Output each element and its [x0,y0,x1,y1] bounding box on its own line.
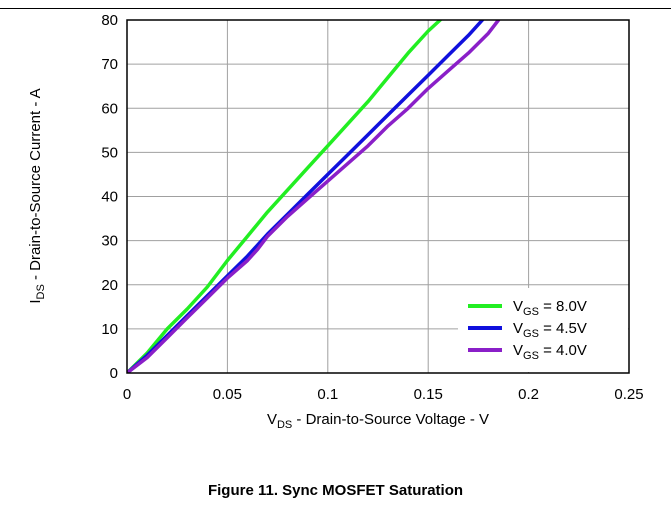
legend-label: VGS = 4.5V [513,320,587,340]
legend-entry-vgs-4v: VGS = 4.0V [468,342,587,362]
series-layer [127,20,501,373]
top-rule [0,8,671,9]
x-tick-label: 0.25 [614,386,643,403]
y-tick-label: 70 [101,56,118,73]
y-tick-label: 30 [101,233,118,250]
legend-entry-vgs-4p5v: VGS = 4.5V [468,320,587,340]
plot-frame [126,19,630,374]
series-line-0 [127,20,442,373]
x-tick-label: 0 [123,386,131,403]
y-tick-label: 20 [101,277,118,294]
y-axis-label: IDS - Drain-to-Source Current - A [27,88,47,303]
y-tick-label: 0 [110,365,118,382]
x-tick-label: 0.05 [213,386,242,403]
y-tick-label: 40 [101,189,118,206]
x-axis-label: VDS - Drain-to-Source Voltage - V [267,411,489,431]
y-tick-label: 50 [101,144,118,161]
x-tick-labels: 0 0.05 0.1 0.15 0.2 0.25 [123,386,644,403]
figure-caption: Figure 11. Sync MOSFET Saturation [207,482,464,499]
series-line-2 [127,20,501,373]
legend-label: VGS = 4.0V [513,342,587,362]
x-tick-label: 0.1 [317,386,338,403]
legend-label: VGS = 8.0V [513,298,587,318]
legend: VGS = 8.0V VGS = 4.5V VGS = 4.0V [458,288,628,372]
x-tick-label: 0.15 [414,386,443,403]
legend-entry-vgs-8v: VGS = 8.0V [468,298,587,318]
chart: 0 0.05 0.1 0.15 0.2 0.25 0 10 20 30 40 50 60 70 80 VD… [27,12,644,431]
y-tick-label: 10 [101,321,118,338]
y-tick-labels: 0 10 20 30 40 50 60 70 80 [101,12,118,382]
y-tick-label: 80 [101,12,118,29]
y-tick-label: 60 [101,100,118,117]
x-tick-label: 0.2 [518,386,539,403]
